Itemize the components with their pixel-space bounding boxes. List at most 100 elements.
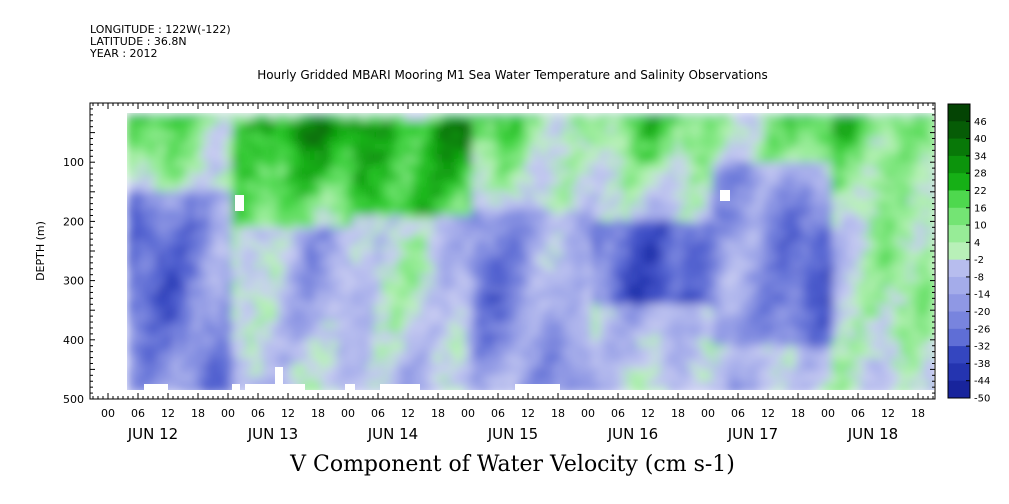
heatmap-cell <box>442 233 451 240</box>
heatmap-cell <box>802 156 811 163</box>
heatmap-cell <box>907 375 916 382</box>
heatmap-cell <box>817 126 826 134</box>
heatmap-cell <box>674 132 683 140</box>
heatmap-cell <box>307 310 316 317</box>
heatmap-cell <box>892 339 901 347</box>
heatmap-cell <box>817 381 826 388</box>
heatmap-cell <box>877 138 886 146</box>
heatmap-cell <box>509 298 518 305</box>
heatmap-cell <box>824 114 833 122</box>
heatmap-cell <box>389 174 398 181</box>
heatmap-cell <box>247 138 256 146</box>
heatmap-cell <box>809 215 818 222</box>
heatmap-cell <box>757 174 766 181</box>
heatmap-cell <box>427 203 436 211</box>
heatmap-cell <box>187 345 196 353</box>
heatmap-cell <box>742 351 751 359</box>
heatmap-cell <box>307 286 316 294</box>
heatmap-cell <box>209 197 218 205</box>
heatmap-cell <box>307 304 316 311</box>
heatmap-cell <box>239 304 248 311</box>
heatmap-cell <box>232 251 241 258</box>
heatmap-cell <box>427 345 436 353</box>
heatmap-cell <box>314 268 323 276</box>
heatmap-cell <box>457 316 466 323</box>
heatmap-cell <box>134 251 143 258</box>
heatmap-cell <box>382 280 391 288</box>
heatmap-cell <box>337 132 346 140</box>
heatmap-cell <box>854 156 863 163</box>
heatmap-cell <box>614 298 623 305</box>
heatmap-cell <box>502 120 511 128</box>
heatmap-cell <box>742 132 751 140</box>
heatmap-cell <box>239 150 248 157</box>
heatmap-cell <box>697 233 706 240</box>
heatmap-cell <box>247 256 256 264</box>
heatmap-cell <box>539 345 548 353</box>
heatmap-cell <box>674 357 683 365</box>
heatmap-cell <box>779 245 788 252</box>
heatmap-cell <box>554 357 563 365</box>
heatmap-cell <box>487 286 496 294</box>
heatmap-cell <box>277 174 286 181</box>
heatmap-cell <box>562 387 571 390</box>
heatmap-cell <box>914 363 923 370</box>
heatmap-cell <box>517 197 526 205</box>
heatmap-cell <box>592 262 601 270</box>
heatmap-cell <box>562 209 571 217</box>
heatmap-cell <box>832 156 841 163</box>
heatmap-cell <box>742 256 751 264</box>
heatmap-cell <box>457 251 466 258</box>
heatmap-cell <box>457 126 466 134</box>
heatmap-cell <box>809 168 818 175</box>
heatmap-cell <box>292 227 301 234</box>
heatmap-cell <box>164 304 173 311</box>
heatmap-cell <box>427 327 436 335</box>
heatmap-cell <box>322 185 331 193</box>
heatmap-cell <box>179 251 188 258</box>
heatmap-cell <box>164 221 173 228</box>
heatmap-cell <box>809 179 818 187</box>
heatmap-cell <box>562 168 571 175</box>
heatmap-cell <box>164 156 173 163</box>
heatmap-cell <box>179 327 188 335</box>
heatmap-cell <box>532 339 541 347</box>
heatmap-cell <box>322 174 331 181</box>
heatmap-cell <box>352 304 361 311</box>
heatmap-cell <box>427 310 436 317</box>
heatmap-cell <box>434 120 443 128</box>
heatmap-cell <box>787 304 796 311</box>
heatmap-cell <box>779 233 788 240</box>
heatmap-cell <box>659 333 668 341</box>
heatmap-cell <box>689 286 698 294</box>
heatmap-cell <box>494 144 503 151</box>
heatmap-cell <box>787 132 796 140</box>
heatmap-cell <box>277 168 286 175</box>
heatmap-cell <box>209 114 218 122</box>
heatmap-cell <box>577 215 586 222</box>
heatmap-cell <box>179 274 188 282</box>
heatmap-cell <box>862 138 871 146</box>
heatmap-cell <box>517 174 526 181</box>
heatmap-cell <box>217 351 226 359</box>
heatmap-cell <box>449 292 458 299</box>
heatmap-cell <box>337 126 346 134</box>
heatmap-cell <box>502 203 511 211</box>
heatmap-cell <box>884 345 893 353</box>
heatmap-cell <box>127 251 136 258</box>
heatmap-cell <box>487 381 496 388</box>
heatmap-cell <box>187 132 196 140</box>
heatmap-cell <box>209 256 218 264</box>
heatmap-cell <box>299 138 308 146</box>
heatmap-cell <box>487 327 496 335</box>
heatmap-cell <box>854 286 863 294</box>
heatmap-cell <box>247 227 256 234</box>
heatmap-cell <box>217 179 226 187</box>
heatmap-cell <box>802 339 811 347</box>
heatmap-cell <box>547 292 556 299</box>
heatmap-cell <box>637 197 646 205</box>
heatmap-cell <box>614 114 623 122</box>
heatmap-cell <box>472 304 481 311</box>
heatmap-cell <box>337 162 346 169</box>
heatmap-cell <box>584 310 593 317</box>
